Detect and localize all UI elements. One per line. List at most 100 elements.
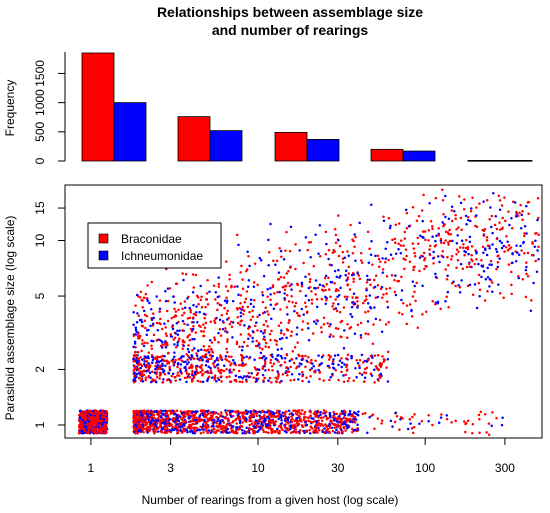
point-braconidae (178, 337, 181, 340)
point-braconidae (483, 299, 487, 302)
point-braconidae (327, 248, 331, 252)
point-braconidae (186, 426, 190, 429)
point-braconidae (217, 341, 220, 344)
point-ichneumonidae (186, 323, 189, 326)
point-braconidae (141, 339, 144, 342)
point-braconidae (390, 274, 394, 277)
point-ichneumonidae (384, 247, 387, 250)
point-braconidae (276, 414, 280, 418)
point-ichneumonidae (275, 358, 279, 361)
point-braconidae (219, 425, 223, 428)
point-braconidae (379, 260, 382, 263)
point-braconidae (478, 431, 481, 435)
point-braconidae (301, 425, 304, 428)
point-braconidae (521, 278, 525, 281)
point-braconidae (315, 298, 319, 301)
point-braconidae (185, 376, 189, 379)
point-ichneumonidae (342, 421, 345, 424)
point-braconidae (204, 305, 207, 309)
point-ichneumonidae (208, 350, 211, 354)
point-braconidae (159, 317, 162, 321)
point-ichneumonidae (219, 420, 222, 424)
point-braconidae (137, 409, 140, 413)
point-braconidae (248, 356, 251, 360)
point-braconidae (249, 334, 252, 337)
point-ichneumonidae (350, 356, 353, 360)
point-braconidae (327, 288, 331, 291)
point-braconidae (256, 329, 259, 332)
point-braconidae (411, 415, 414, 419)
point-braconidae (525, 272, 528, 276)
point-braconidae (161, 381, 164, 384)
point-braconidae (252, 431, 256, 435)
point-braconidae (183, 322, 186, 326)
point-ichneumonidae (249, 298, 253, 301)
point-ichneumonidae (283, 292, 286, 295)
point-braconidae (309, 277, 312, 281)
point-braconidae (298, 415, 301, 418)
point-ichneumonidae (356, 306, 359, 309)
point-braconidae (166, 299, 170, 303)
point-ichneumonidae (366, 320, 370, 323)
point-ichneumonidae (260, 422, 263, 426)
point-braconidae (240, 359, 244, 362)
point-braconidae (270, 381, 273, 384)
point-braconidae (450, 209, 454, 212)
point-braconidae (454, 213, 457, 217)
point-ichneumonidae (388, 226, 392, 230)
point-braconidae (356, 300, 359, 303)
point-ichneumonidae (514, 259, 518, 263)
point-braconidae (184, 272, 188, 276)
point-braconidae (333, 228, 337, 231)
point-braconidae (385, 366, 388, 369)
point-braconidae (276, 291, 279, 294)
point-braconidae (266, 325, 269, 328)
point-braconidae (445, 295, 448, 298)
point-ichneumonidae (78, 409, 82, 413)
point-braconidae (481, 245, 485, 248)
point-braconidae (356, 323, 360, 327)
point-braconidae (440, 241, 443, 244)
point-braconidae (387, 258, 390, 262)
point-braconidae (537, 245, 540, 249)
point-ichneumonidae (247, 337, 250, 340)
point-braconidae (399, 416, 403, 419)
point-braconidae (458, 285, 462, 289)
point-ichneumonidae (206, 378, 210, 381)
point-ichneumonidae (267, 264, 270, 267)
point-braconidae (471, 196, 474, 199)
point-braconidae (146, 409, 150, 412)
point-ichneumonidae (513, 201, 517, 204)
point-braconidae (200, 363, 203, 367)
point-braconidae (100, 410, 104, 413)
point-braconidae (331, 429, 335, 433)
point-braconidae (363, 412, 367, 415)
point-braconidae (478, 417, 481, 421)
point-braconidae (363, 299, 367, 303)
point-ichneumonidae (147, 328, 150, 332)
point-braconidae (228, 375, 231, 378)
point-ichneumonidae (345, 297, 348, 301)
point-braconidae (420, 209, 424, 212)
point-ichneumonidae (495, 250, 499, 253)
point-braconidae (371, 263, 374, 266)
point-ichneumonidae (491, 243, 494, 246)
point-braconidae (290, 330, 293, 334)
point-ichneumonidae (149, 307, 153, 311)
point-braconidae (339, 424, 342, 427)
point-braconidae (355, 359, 358, 362)
point-ichneumonidae (266, 287, 269, 291)
point-braconidae (490, 214, 494, 218)
point-braconidae (358, 359, 362, 362)
point-braconidae (152, 426, 155, 430)
point-ichneumonidae (279, 354, 283, 358)
point-ichneumonidae (522, 241, 525, 245)
point-braconidae (133, 410, 137, 414)
point-braconidae (254, 344, 258, 348)
point-ichneumonidae (216, 419, 219, 423)
point-braconidae (365, 281, 369, 284)
point-ichneumonidae (380, 285, 384, 289)
point-braconidae (164, 332, 168, 335)
point-braconidae (287, 300, 291, 303)
point-braconidae (447, 243, 450, 246)
